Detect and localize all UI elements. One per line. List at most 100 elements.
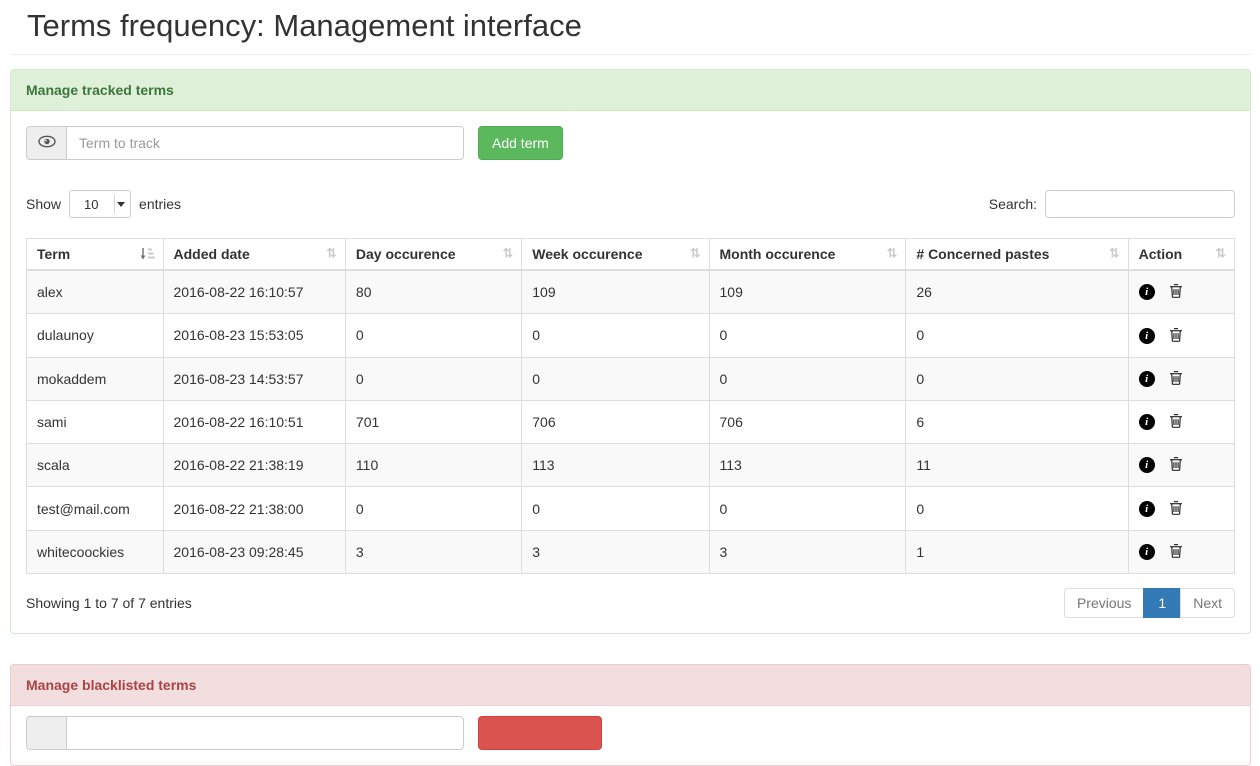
cell-added-date: 2016-08-23 09:28:45 [162, 529, 346, 575]
column-header-concerned-pastes[interactable]: # Concerned pastes ⇅ [905, 238, 1129, 271]
sort-both-icon: ⇅ [326, 246, 337, 262]
table-row: whitecoockies 2016-08-23 09:28:45 3 3 3 1 i [26, 529, 1236, 575]
trash-icon[interactable] [1169, 283, 1183, 301]
column-header-added-date[interactable]: Added date ⇅ [162, 238, 346, 271]
page-length-select[interactable]: 10 [69, 190, 132, 218]
cell-week: 706 [521, 399, 710, 445]
column-header-month-occurence[interactable]: Month occurence ⇅ [708, 238, 907, 271]
tracked-terms-panel-body: Add term Show 10 entries Search: TermAdd… [11, 111, 1250, 633]
cell-pastes: 26 [905, 269, 1129, 315]
page-title: Terms frequency: Management interface [27, 8, 582, 43]
sort-both-icon: ⇅ [1108, 246, 1120, 262]
cell-day: 701 [344, 399, 523, 445]
term-to-track-input[interactable] [66, 126, 464, 160]
cell-action: i [1127, 399, 1236, 445]
page-length-select-wrap: 10 [69, 190, 132, 218]
info-icon[interactable]: i [1138, 327, 1155, 344]
info-icon[interactable]: i [1138, 414, 1155, 431]
cell-action: i [1127, 443, 1236, 488]
cell-action: i [1127, 313, 1236, 358]
search-control: Search: [989, 190, 1235, 218]
datatable-controls: Show 10 entries Search: [26, 190, 1235, 218]
search-label: Search: [988, 196, 1037, 212]
cell-month: 0 [708, 313, 907, 358]
column-label: Added date [173, 246, 250, 262]
table-header-row: Term Added date ⇅ Day occurence ⇅ Week occure… [26, 238, 1236, 271]
column-header-term[interactable]: Term [26, 238, 164, 271]
trash-icon[interactable] [1169, 370, 1183, 388]
cell-month: 0 [708, 486, 907, 531]
pagination-next-button[interactable]: Next [1180, 588, 1235, 619]
column-header-day-occurence[interactable]: Day occurence ⇅ [344, 238, 523, 271]
info-icon[interactable]: i [1138, 284, 1155, 301]
cell-pastes: 6 [905, 399, 1129, 445]
table-row: test@mail.com 2016-08-22 21:38:00 0 0 0 0 i [26, 486, 1236, 531]
cell-week: 0 [521, 356, 710, 401]
cell-added-date: 2016-08-22 16:10:57 [162, 269, 346, 315]
cell-term: alex [26, 269, 164, 315]
table-row: sami 2016-08-22 16:10:51 701 706 706 6 i [26, 399, 1236, 445]
trash-icon[interactable] [1169, 456, 1183, 474]
cell-month: 3 [708, 529, 907, 575]
trash-icon[interactable] [1169, 500, 1183, 518]
cell-action: i [1127, 529, 1236, 575]
cell-day: 3 [344, 529, 523, 575]
cell-week: 0 [521, 313, 710, 358]
cell-week: 113 [521, 443, 710, 488]
trash-icon[interactable] [1169, 327, 1183, 345]
trash-icon[interactable] [1169, 543, 1183, 561]
term-to-blacklist-input[interactable] [66, 716, 464, 751]
table-info-text: Showing 1 to 7 of 7 entries [26, 595, 192, 612]
cell-pastes: 11 [905, 443, 1129, 488]
cell-week: 0 [521, 486, 710, 531]
table-body: alex 2016-08-22 16:10:57 80 109 109 26 i dulaun… [26, 269, 1236, 575]
info-icon[interactable]: i [1138, 500, 1155, 517]
trash-icon[interactable] [1169, 413, 1183, 431]
search-input[interactable] [1045, 190, 1235, 218]
cell-month: 0 [708, 356, 907, 401]
cell-action: i [1127, 486, 1236, 531]
sort-both-icon: ⇅ [502, 246, 514, 262]
cell-action: i [1127, 269, 1236, 315]
info-icon[interactable]: i [1138, 457, 1155, 474]
column-header-week-occurence[interactable]: Week occurence ⇅ [521, 238, 710, 271]
title-divider [10, 54, 1251, 55]
info-icon[interactable]: i [1138, 544, 1155, 561]
cell-day: 80 [344, 269, 523, 315]
pagination-previous-button[interactable]: Previous [1063, 588, 1145, 619]
table-row: scala 2016-08-22 21:38:19 110 113 113 11 i [26, 443, 1236, 488]
cell-pastes: 0 [905, 313, 1129, 358]
sort-both-icon: ⇅ [886, 246, 898, 262]
cell-term: test@mail.com [26, 486, 164, 531]
table-row: alex 2016-08-22 16:10:57 80 109 109 26 i [26, 269, 1236, 315]
sort-both-icon: ⇅ [1215, 246, 1226, 262]
blacklisted-terms-panel: Manage blacklisted terms [10, 664, 1251, 766]
cell-pastes: 0 [905, 486, 1129, 531]
column-label: Action [1138, 246, 1183, 262]
cell-added-date: 2016-08-23 15:53:05 [162, 313, 346, 358]
column-label: Week occurence [532, 246, 643, 262]
cell-day: 0 [344, 486, 523, 531]
blacklisted-terms-panel-heading: Manage blacklisted terms [11, 665, 1250, 707]
datatable-footer: Showing 1 to 7 of 7 entries Previous 1 Nex… [26, 588, 1235, 619]
pagination-page-1[interactable]: 1 [1143, 588, 1182, 619]
entries-label: entries [139, 196, 182, 212]
cell-action: i [1127, 356, 1236, 401]
cell-month: 113 [708, 443, 907, 488]
cell-added-date: 2016-08-22 21:38:19 [162, 443, 346, 488]
cell-added-date: 2016-08-22 21:38:00 [162, 486, 346, 531]
blacklist-term-button[interactable] [478, 716, 602, 751]
input-addon [26, 716, 66, 751]
cell-term: sami [26, 399, 164, 445]
column-header-action[interactable]: Action ⇅ [1127, 238, 1236, 271]
track-term-input-group [26, 126, 464, 160]
add-term-button[interactable]: Add term [478, 126, 563, 160]
input-addon [26, 126, 66, 160]
eye-icon [37, 135, 56, 151]
cell-term: dulaunoy [26, 313, 164, 358]
info-icon[interactable]: i [1138, 370, 1155, 387]
cell-pastes: 0 [905, 356, 1129, 401]
cell-day: 0 [344, 356, 523, 401]
table-row: mokaddem 2016-08-23 14:53:57 0 0 0 0 i [26, 356, 1236, 401]
tracked-terms-table: Term Added date ⇅ Day occurence ⇅ Week occure… [26, 238, 1236, 575]
